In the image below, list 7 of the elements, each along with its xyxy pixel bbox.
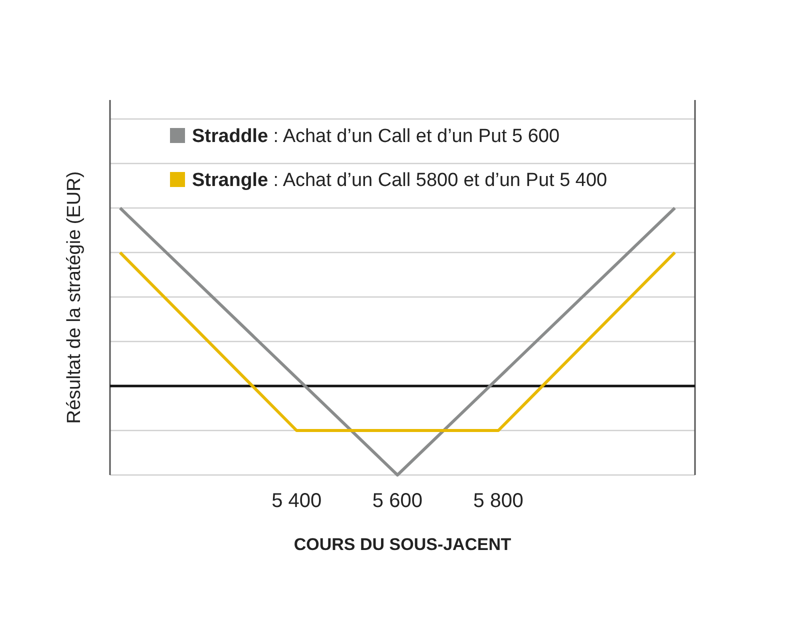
legend-label: Straddle : Achat d’un Call et d’un Put 5 600 (192, 126, 560, 147)
x-axis-title: COURS DU SOUS-JACENT (294, 535, 512, 554)
legend-label: Strangle : Achat d’un Call 5800 et d’un Put 5 400 (192, 170, 608, 191)
y-axis-title: Résultat de la stratégie (EUR) (64, 171, 85, 424)
x-tick-label: 5 400 (272, 490, 322, 512)
x-tick-label: 5 800 (473, 490, 524, 512)
x-tick-label: 5 600 (372, 490, 422, 512)
